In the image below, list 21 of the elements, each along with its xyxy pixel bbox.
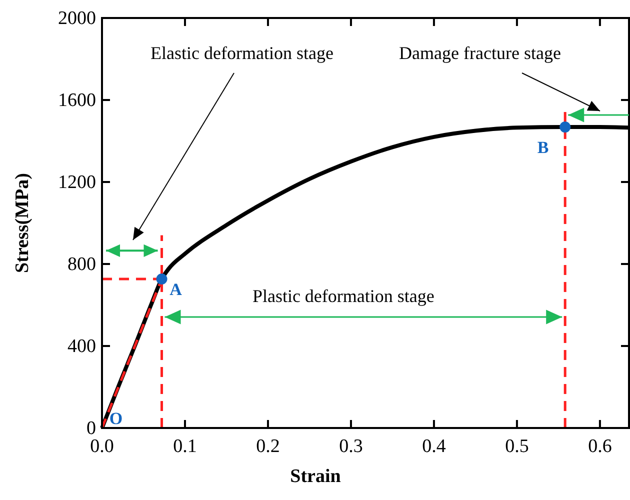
- x-tick-label: 0.3: [339, 436, 363, 457]
- x-axis-title: Strain: [290, 466, 342, 487]
- annotation: A: [170, 280, 183, 299]
- y-tick-label: 1600: [58, 90, 96, 111]
- x-tick-label: 0.1: [173, 436, 197, 457]
- x-tick-label: 0.5: [505, 436, 529, 457]
- annotation: O: [109, 409, 123, 428]
- x-tick-label: 0.4: [422, 436, 446, 457]
- y-tick-label: 800: [68, 254, 96, 275]
- x-tick-label: 0.2: [256, 436, 280, 457]
- y-axis-title: Stress(MPa): [12, 173, 33, 273]
- annotation: B: [537, 138, 549, 158]
- x-tick-label: 0.0: [90, 436, 114, 457]
- x-tick-label: 0.6: [588, 436, 612, 457]
- annotation: Plastic deformation stage: [252, 286, 434, 306]
- y-tick-label: 1200: [58, 172, 96, 193]
- y-tick-label: 0: [86, 418, 96, 439]
- annotation: Damage fracture stage: [399, 43, 561, 63]
- y-tick-label: 2000: [58, 8, 96, 29]
- y-tick-label: 400: [68, 336, 96, 357]
- annotation: Elastic deformation stage: [150, 43, 334, 63]
